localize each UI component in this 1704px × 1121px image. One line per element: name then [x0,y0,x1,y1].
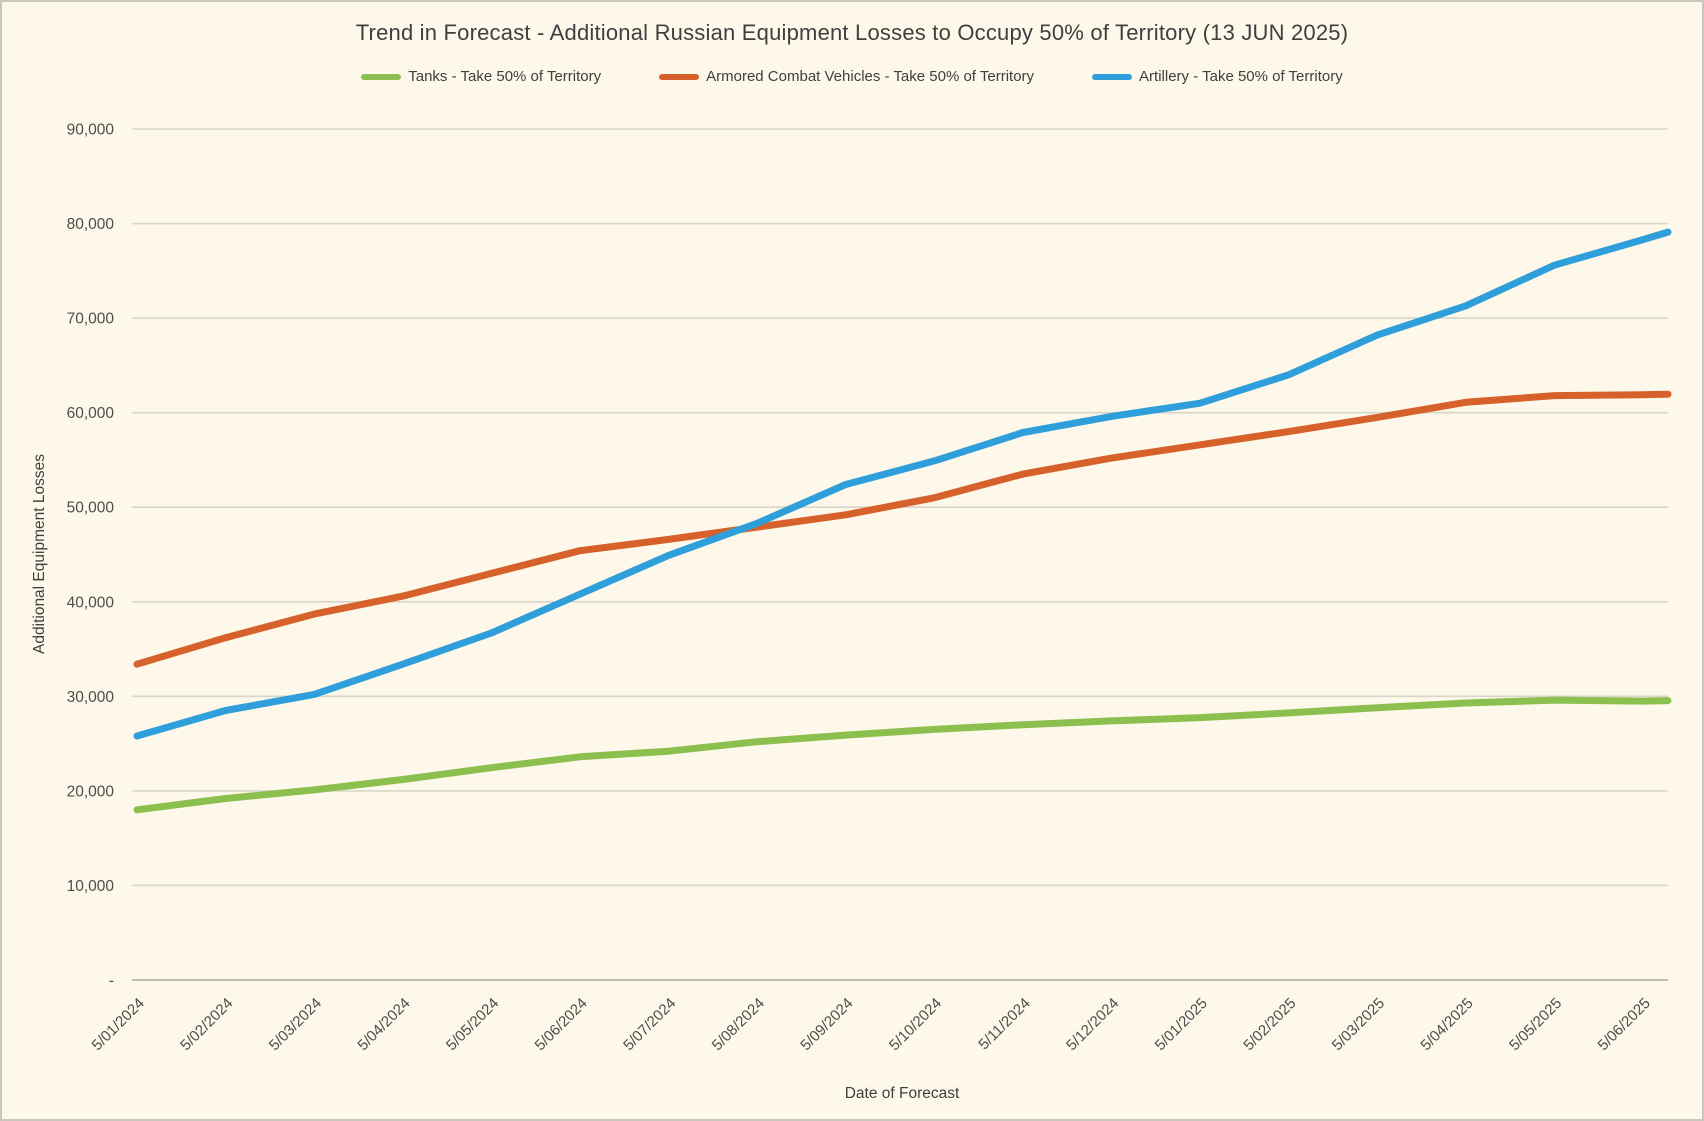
legend-item-artillery: Artillery - Take 50% of Territory [1092,68,1343,85]
y-tick-label: 60,000 [67,405,115,422]
legend: Tanks - Take 50% of Territory Armored Com… [2,68,1702,85]
y-tick-label: 80,000 [67,216,115,233]
y-axis-tick-labels: - 10,000 20,000 30,000 40,000 50,000 60,000 70,… [67,122,115,990]
legend-item-acv: Armored Combat Vehicles - Take 50% of Te… [659,68,1034,85]
legend-label: Artillery - Take 50% of Territory [1139,68,1343,85]
y-axis-title: Additional Equipment Losses [31,454,48,654]
series-line-artillery [133,228,1672,740]
legend-label: Tanks - Take 50% of Territory [408,68,602,85]
y-tick-label: 50,000 [67,500,115,517]
y-tick-label: 70,000 [67,311,115,328]
x-axis-tick-labels: 5/01/2024 5/02/2024 5/03/2024 5/04/2024 5/05… [89,995,1654,1054]
x-tick-label: 5/02/2024 [177,995,236,1054]
x-tick-label: 5/11/2024 [975,995,1033,1053]
legend-swatch-acv [659,73,700,80]
x-tick-label: 5/07/2024 [620,995,679,1054]
x-tick-label: 5/05/2024 [443,995,502,1054]
x-tick-label: 5/01/2025 [1152,995,1211,1054]
y-tick-label: 90,000 [67,122,115,139]
x-tick-label: 5/01/2024 [89,995,148,1054]
y-tick-label: 30,000 [67,689,115,706]
y-tick-label: 10,000 [67,878,115,895]
chart-title: Trend in Forecast - Additional Russian E… [355,20,1349,45]
series-lines [133,228,1672,814]
legend-swatch-tanks [361,73,402,80]
x-tick-label: 5/05/2025 [1506,995,1565,1054]
y-tick-label: 40,000 [67,594,115,611]
gridlines [132,128,1668,981]
x-tick-label: 5/12/2024 [1063,995,1122,1054]
x-tick-label: 5/03/2024 [266,995,325,1054]
x-tick-label: 5/08/2024 [709,995,768,1054]
x-tick-label: 5/04/2024 [354,995,413,1054]
legend-swatch-artillery [1092,73,1133,80]
legend-item-tanks: Tanks - Take 50% of Territory [361,68,601,85]
x-axis-title: Date of Forecast [845,1085,960,1102]
x-tick-label: 5/06/2025 [1595,995,1654,1054]
x-tick-label: 5/06/2024 [532,995,591,1054]
legend-label: Armored Combat Vehicles - Take 50% of Te… [706,68,1035,85]
x-tick-label: 5/03/2025 [1329,995,1388,1054]
x-tick-label: 5/09/2024 [797,995,856,1054]
series-line-tanks [133,696,1672,814]
series-line-acv [133,390,1672,668]
x-tick-label: 5/04/2025 [1417,995,1476,1054]
x-tick-label: 5/02/2025 [1240,995,1299,1054]
y-tick-label: 20,000 [67,783,115,800]
y-tick-label: - [109,973,114,990]
x-tick-label: 5/10/2024 [886,995,945,1054]
